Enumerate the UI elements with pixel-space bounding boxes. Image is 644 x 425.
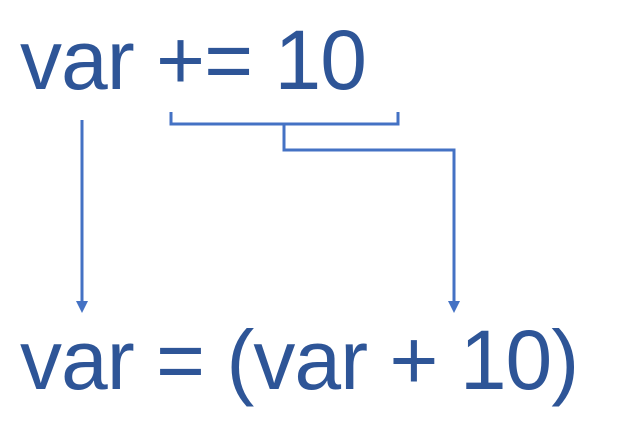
compound-assignment-expression: var += 10 — [20, 13, 367, 107]
operator-value-mapping-arrow — [282, 124, 460, 313]
expanded-assignment-expression: var = (var + 10) — [20, 313, 579, 407]
operator-value-brace — [169, 112, 400, 126]
